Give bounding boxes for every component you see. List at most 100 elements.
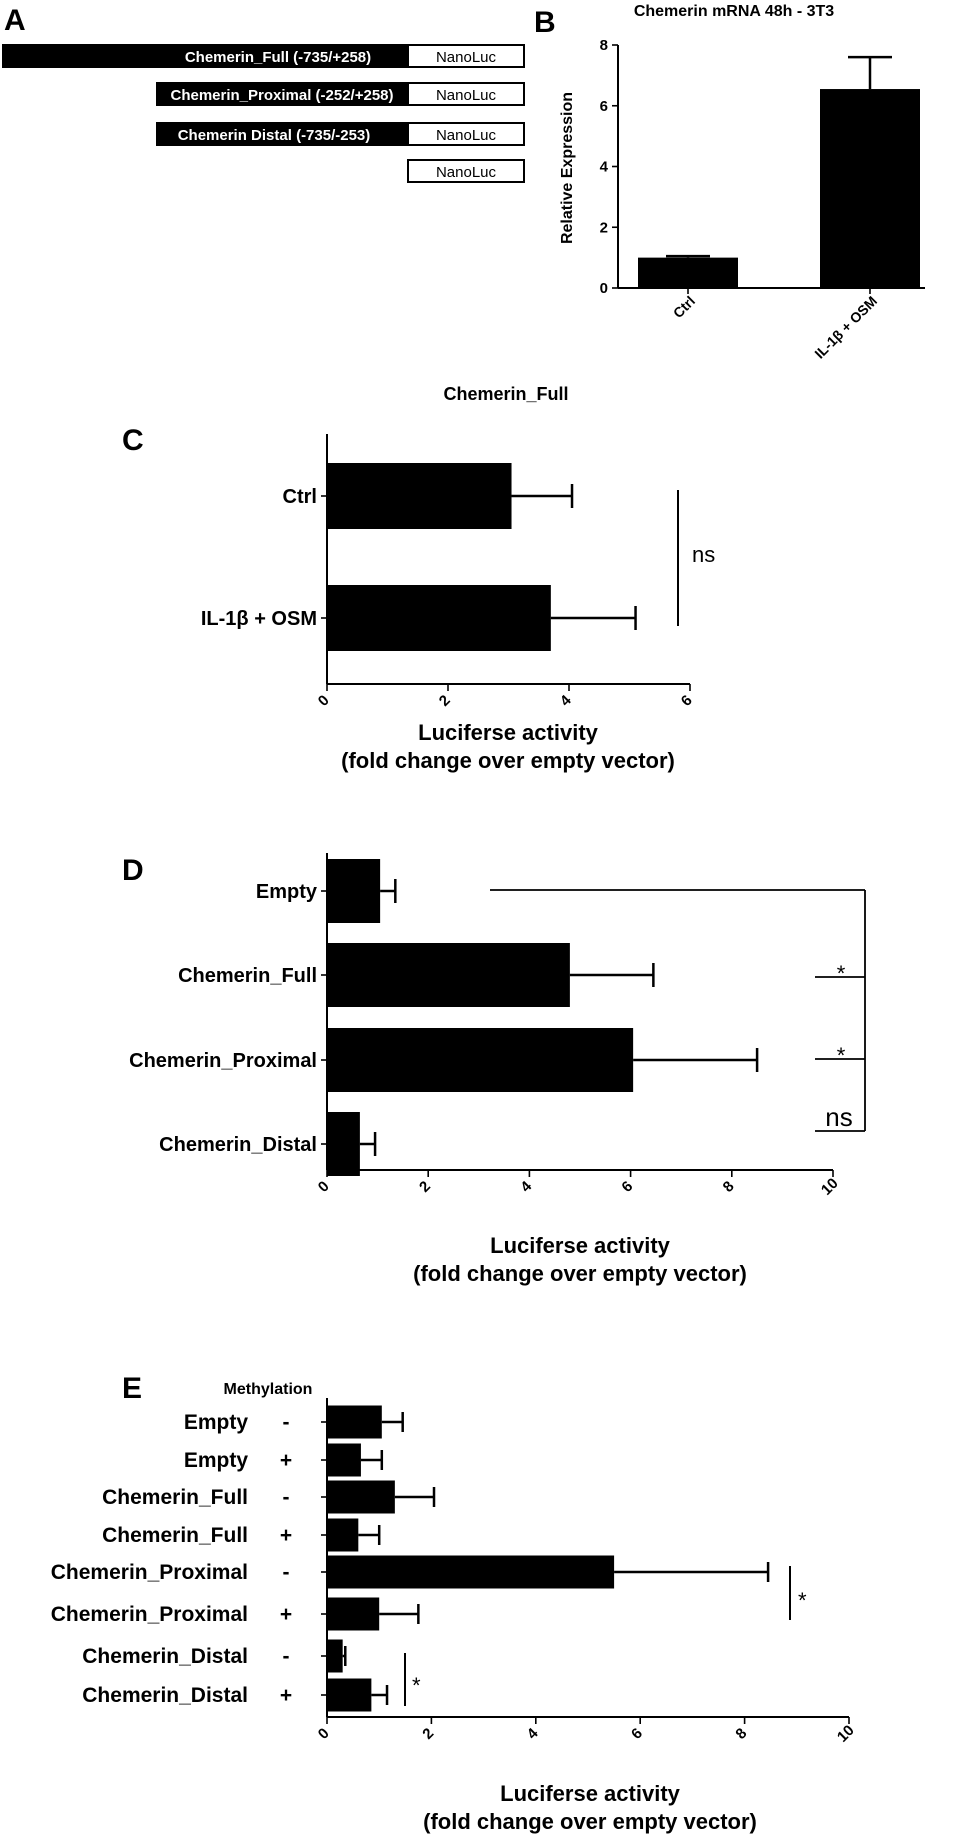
nanoluc-label-full: NanoLuc	[436, 49, 497, 66]
chart-d-significance-label: *	[837, 1043, 846, 1068]
panel-label-a: A	[4, 4, 26, 37]
panel-b-chart: B Chemerin mRNA 48h - 3T3 Relative Expre…	[534, 3, 925, 362]
chart-c-x-tick-label: 6	[678, 692, 696, 710]
chart-c-x-tick-label: 4	[557, 691, 575, 709]
chart-c-category-label: Ctrl	[283, 486, 317, 508]
chart-c-category-label: IL-1β + OSM	[201, 608, 317, 630]
chart-e-category-label: Chemerin_Full	[102, 1524, 248, 1547]
chart-d-x-tick-label: 6	[618, 1178, 636, 1196]
chart-d-x-tick-label: 0	[315, 1178, 333, 1196]
construct-promoter-distal	[156, 122, 408, 146]
nanoluc-box-empty	[407, 159, 525, 183]
chart-d-bar	[327, 859, 381, 923]
chart-e-methylation-label: +	[280, 1684, 292, 1707]
chart-e-x-tick-label: 2	[419, 1725, 437, 1743]
construct-promoter-full	[2, 44, 408, 68]
chart-d-category-label: Empty	[256, 881, 318, 903]
chart-d-significance-label: *	[837, 961, 846, 986]
chart-c-x-tick-label: 0	[315, 692, 333, 710]
chart-b-y-tick-label: 8	[600, 37, 608, 54]
chart-e-methylation-header: Methylation	[224, 1381, 313, 1398]
chart-e-xlabel: Luciferse activity (fold change over empt…	[423, 1781, 757, 1834]
chart-e-x-tick-label: 4	[524, 1724, 542, 1742]
panel-a-constructs: A Chemerin_Full (-735/+258) NanoLuc Chem…	[2, 4, 525, 183]
chart-b-bar	[820, 89, 920, 288]
chart-b-y-tick-label: 4	[600, 159, 609, 176]
panel-label-d: D	[122, 854, 144, 887]
chart-e-methylation-label: -	[283, 1645, 290, 1668]
chart-e-bar	[327, 1443, 361, 1477]
chart-c-marks: 0 2 4 6 Ctrl IL-1β + OSM ns	[201, 434, 715, 710]
panel-e-chart: E Methylation 0 2 4 6 8 10 Empty - Empty + Chemeri…	[51, 1372, 858, 1834]
chart-e-marks: 0 2 4 6 8 10 Empty - Empty + Chemerin_Full - Chemeri…	[51, 1398, 858, 1746]
construct-label-full: Chemerin_Full (-735/+258)	[185, 49, 371, 66]
chart-d-category-label: Chemerin_Distal	[159, 1134, 317, 1156]
panel-label-b: B	[534, 6, 556, 39]
xlabel-line: Luciferse activity	[418, 720, 599, 745]
chart-e-category-label: Chemerin_Proximal	[51, 1561, 248, 1584]
chart-b-marks: 0 2 4 6 8 Ctrl IL-1β + OSM	[600, 37, 925, 362]
chart-b-y-tick-label: 2	[600, 219, 608, 236]
chart-d-bar	[327, 1028, 634, 1092]
xlabel-line: Luciferse activity	[500, 1781, 681, 1806]
chart-e-bar	[327, 1597, 380, 1631]
chart-e-bar	[327, 1480, 395, 1514]
chart-e-category-label: Chemerin_Distal	[82, 1645, 248, 1668]
chart-d-x-tick-label: 4	[517, 1177, 535, 1195]
panel-c-chart: C Chemerin_Full 0 2 4 6 Ctrl IL-1β + OSM ns Lu…	[122, 384, 715, 773]
chart-c-bar	[327, 585, 551, 651]
chart-b-title: Chemerin mRNA 48h - 3T3	[634, 3, 834, 20]
chart-d-xlabel: Luciferse activity (fold change over empt…	[413, 1233, 747, 1286]
chart-e-category-label: Chemerin_Proximal	[51, 1603, 248, 1626]
chart-d-bar	[327, 943, 570, 1007]
panel-label-e: E	[122, 1372, 142, 1405]
chart-e-methylation-label: -	[283, 1561, 290, 1584]
chart-e-bar	[327, 1678, 372, 1712]
nanoluc-label-proximal: NanoLuc	[436, 87, 497, 104]
nanoluc-label-empty: NanoLuc	[436, 164, 497, 181]
chart-b-category-label: Ctrl	[670, 293, 698, 321]
panel-d-chart: D 0 2 4 6 8 10 Empty Chemerin_Full Chemerin_Prox…	[122, 853, 866, 1286]
chart-b-y-tick-label: 0	[600, 280, 608, 297]
chart-e-bar	[327, 1518, 359, 1552]
chart-b-ylabel: Relative Expression	[559, 92, 576, 244]
chart-e-methylation-label: -	[283, 1411, 290, 1434]
chart-c-significance-label: ns	[692, 542, 715, 567]
chart-e-x-tick-label: 6	[628, 1725, 646, 1743]
chart-b-category-label: IL-1β + OSM	[811, 293, 880, 362]
chart-e-category-label: Empty	[184, 1449, 249, 1472]
chart-e-methylation-label: +	[280, 1603, 292, 1626]
chart-e-bar	[327, 1555, 615, 1589]
chart-b-bar	[638, 257, 738, 288]
chart-e-x-tick-label: 10	[834, 1722, 858, 1746]
chart-d-x-tick-label: 8	[720, 1178, 738, 1196]
xlabel-line: (fold change over empty vector)	[341, 748, 675, 773]
chart-c-title: Chemerin_Full	[443, 384, 568, 404]
chart-e-category-label: Chemerin_Distal	[82, 1684, 248, 1707]
chart-e-methylation-label: +	[280, 1449, 292, 1472]
construct-label-distal: Chemerin Distal (-735/-253)	[178, 127, 371, 144]
xlabel-line: (fold change over empty vector)	[423, 1809, 757, 1834]
chart-c-x-tick-label: 2	[436, 692, 454, 710]
chart-d-x-tick-label: 2	[416, 1178, 434, 1196]
chart-d-x-tick-label: 10	[818, 1175, 842, 1199]
chart-c-xlabel: Luciferse activity (fold change over empt…	[341, 720, 675, 773]
chart-d-significance-label: ns	[825, 1102, 852, 1132]
chart-e-bar	[327, 1405, 382, 1439]
chart-e-category-label: Chemerin_Full	[102, 1486, 248, 1509]
chart-e-methylation-label: +	[280, 1524, 292, 1547]
chart-b-y-tick-label: 6	[600, 98, 608, 115]
chart-e-x-tick-label: 8	[732, 1725, 750, 1743]
construct-label-proximal: Chemerin_Proximal (-252/+258)	[170, 87, 393, 104]
nanoluc-label-distal: NanoLuc	[436, 127, 497, 144]
nanoluc-box-full	[407, 44, 525, 68]
chart-d-category-label: Chemerin_Full	[178, 965, 317, 987]
chart-e-significance-label: *	[412, 1673, 421, 1698]
xlabel-line: Luciferse activity	[490, 1233, 671, 1258]
chart-e-methylation-label: -	[283, 1486, 290, 1509]
chart-e-bar	[327, 1639, 343, 1673]
chart-e-significance-label: *	[798, 1588, 807, 1613]
nanoluc-box-proximal	[407, 82, 525, 106]
chart-d-marks: 0 2 4 6 8 10 Empty Chemerin_Full Chemerin_Proxim…	[129, 853, 866, 1199]
